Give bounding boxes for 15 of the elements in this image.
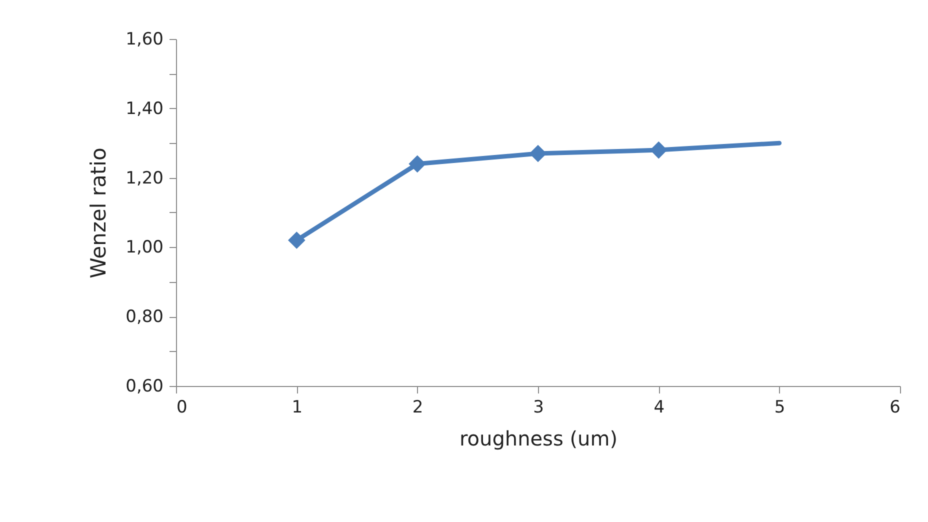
y-tick-label: 1,20: [126, 168, 164, 188]
y-tick-label: 1,00: [126, 238, 164, 258]
y-tick-label: 1,40: [126, 98, 164, 119]
x-tick-label: 1: [292, 398, 303, 418]
x-tick-label: 2: [412, 398, 424, 418]
x-tick-label: 6: [890, 398, 900, 418]
y-tick-label: 0,80: [126, 307, 164, 328]
x-axis-title: roughness (um): [459, 426, 618, 450]
y-tick-label: 0,60: [126, 376, 164, 396]
x-tick-label: 5: [774, 398, 786, 418]
x-tick-label: 4: [654, 398, 665, 418]
x-tick-label: 3: [533, 398, 544, 418]
y-tick-label: 1,60: [126, 30, 164, 50]
x-tick-label: 0: [176, 398, 188, 418]
y-axis-title: Wenzel ratio: [86, 148, 111, 278]
